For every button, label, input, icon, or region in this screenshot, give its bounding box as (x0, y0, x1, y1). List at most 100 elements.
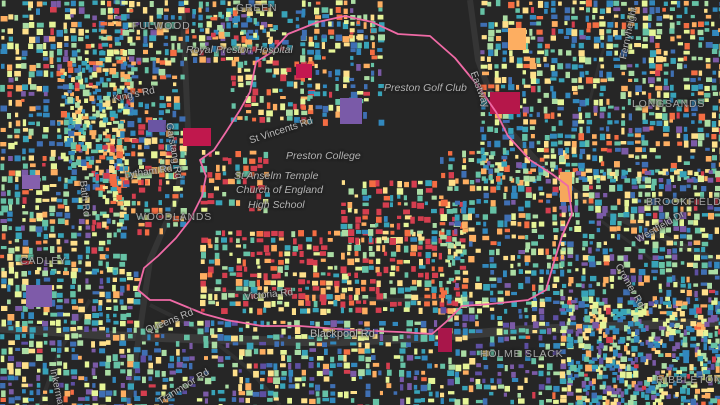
building (246, 342, 254, 350)
building (581, 290, 588, 298)
building (105, 142, 112, 150)
building (211, 45, 217, 52)
building (363, 63, 370, 69)
building (165, 180, 170, 185)
building (718, 162, 720, 167)
building (162, 384, 167, 390)
building (655, 85, 663, 91)
building (351, 348, 358, 352)
building (36, 382, 41, 388)
building (497, 164, 504, 172)
building (316, 370, 323, 377)
building (37, 368, 41, 373)
building (599, 133, 606, 141)
building (85, 156, 91, 161)
building (159, 138, 164, 143)
building (697, 29, 704, 36)
building (627, 141, 634, 145)
building (354, 208, 358, 214)
building (42, 176, 47, 181)
building (532, 392, 536, 399)
building (420, 320, 427, 328)
building (314, 63, 318, 69)
building (328, 104, 334, 111)
building (109, 110, 116, 118)
building (662, 343, 667, 348)
building (92, 205, 96, 211)
building (96, 103, 103, 107)
building (307, 83, 313, 88)
building (480, 8, 485, 15)
building (591, 398, 599, 403)
building (717, 308, 720, 313)
building (340, 293, 346, 300)
building (517, 179, 524, 186)
building (544, 78, 551, 84)
building (102, 131, 107, 136)
building (483, 221, 487, 227)
building (142, 43, 149, 47)
building (522, 98, 527, 104)
building (524, 315, 529, 319)
building (63, 56, 69, 62)
building (605, 357, 613, 364)
building (49, 299, 56, 307)
building (672, 367, 678, 371)
building (260, 384, 264, 390)
building (673, 234, 679, 240)
building (36, 141, 43, 147)
building (157, 22, 163, 29)
building (606, 7, 611, 14)
building (70, 142, 78, 150)
building (292, 272, 297, 277)
building (404, 294, 412, 299)
building (571, 377, 575, 381)
building (392, 321, 398, 326)
building (596, 401, 601, 405)
building (655, 155, 661, 159)
building (8, 99, 12, 106)
building (642, 36, 648, 42)
building (180, 130, 185, 136)
building (649, 0, 655, 6)
building (578, 301, 585, 308)
building (698, 42, 703, 48)
building (22, 376, 27, 383)
building (530, 134, 535, 139)
building (28, 43, 34, 49)
building (256, 238, 264, 243)
building (564, 154, 570, 160)
building (335, 34, 343, 41)
building (599, 384, 606, 390)
building (609, 325, 616, 330)
building (598, 349, 602, 355)
building (488, 84, 495, 89)
building (35, 36, 40, 43)
building (659, 394, 665, 400)
building (29, 64, 36, 72)
building (64, 141, 71, 147)
building (669, 315, 675, 321)
building (515, 21, 522, 29)
building (15, 368, 21, 376)
building (201, 192, 207, 198)
building (82, 166, 87, 171)
building (638, 206, 645, 213)
building (553, 399, 559, 404)
building (220, 0, 226, 5)
building (543, 169, 548, 176)
building (21, 91, 26, 97)
building (124, 173, 129, 181)
building (84, 382, 90, 388)
building (98, 43, 103, 49)
building (613, 57, 620, 61)
building (43, 240, 48, 244)
building (617, 198, 621, 205)
building (568, 282, 572, 287)
building (226, 57, 233, 61)
building (298, 287, 302, 292)
building (165, 214, 172, 218)
building (454, 399, 461, 405)
